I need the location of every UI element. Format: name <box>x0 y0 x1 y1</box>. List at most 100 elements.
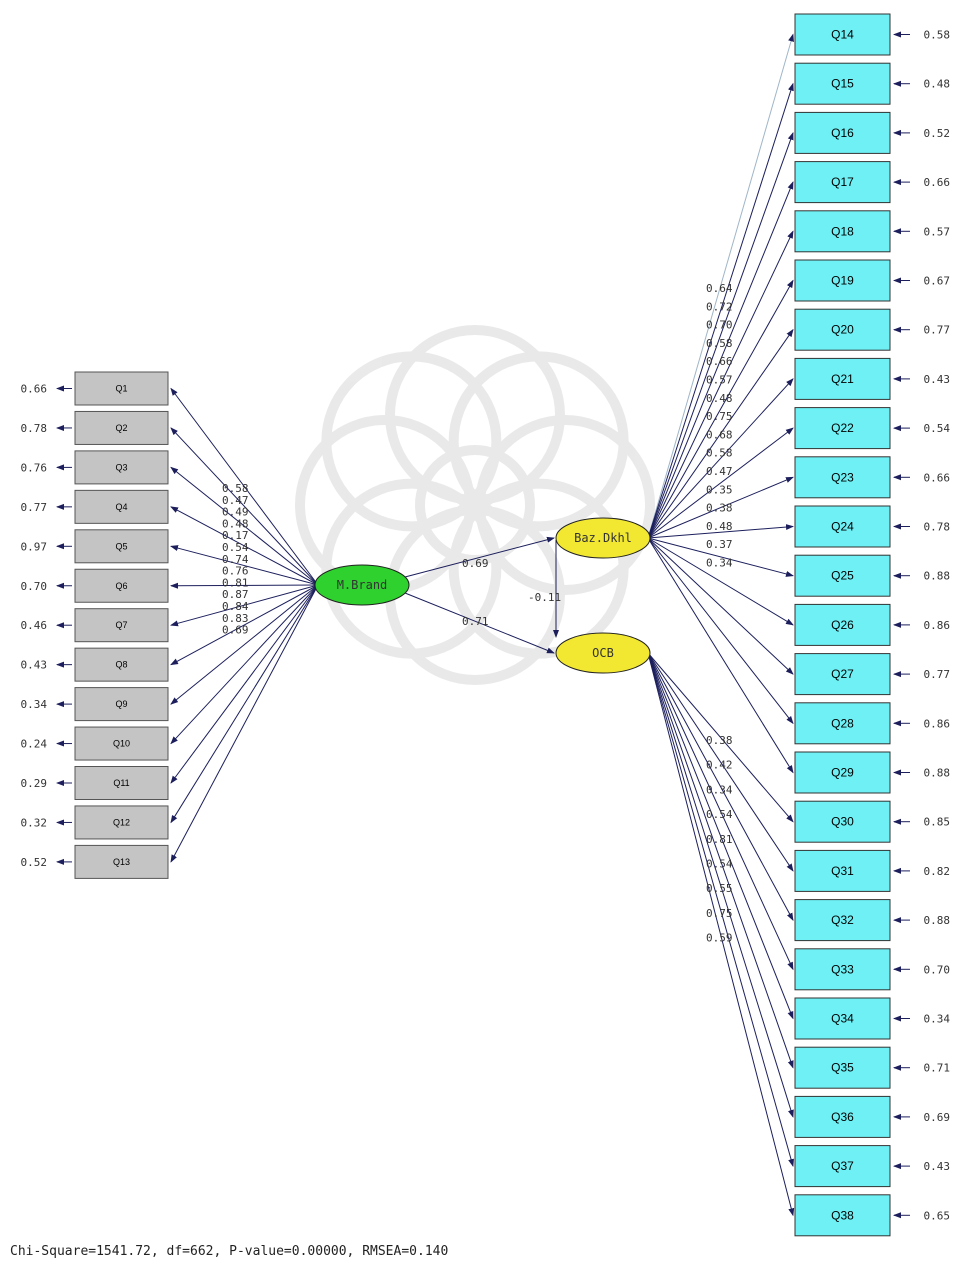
error-value-q33: 0.70 <box>924 963 951 976</box>
indicator-label-q15: Q15 <box>831 77 854 91</box>
loading-arrow-q12 <box>170 584 319 824</box>
error-value-q30: 0.85 <box>924 816 951 829</box>
loading-arrow-q10 <box>170 584 319 745</box>
indicator-box-q36 <box>794 1095 891 1138</box>
loading-value-q25: 0.35 <box>706 483 733 496</box>
loading-arrow-q33 <box>647 652 794 971</box>
error-value-q15: 0.48 <box>924 78 951 91</box>
loading-arrow-q5 <box>170 545 319 586</box>
path-value-baz-to-ocb: -0.11 <box>528 591 561 604</box>
loading-value-q7: 0.74 <box>222 553 249 566</box>
loading-arrow-q4 <box>170 506 319 586</box>
indicator-box-q33 <box>794 948 891 991</box>
indicator-box-q9 <box>74 687 169 722</box>
loading-value-q9: 0.81 <box>222 576 249 589</box>
indicator-label-q2: Q2 <box>115 423 127 433</box>
indicator-box-q34 <box>794 997 891 1040</box>
error-value-q28: 0.86 <box>924 717 951 730</box>
indicator-box-q2 <box>74 410 169 445</box>
loading-arrow-q37 <box>647 652 794 1168</box>
loading-arrow-q38 <box>647 652 795 1217</box>
error-value-q26: 0.86 <box>924 619 951 632</box>
loading-value-q18: 0.66 <box>706 355 733 368</box>
indicator-box-q28 <box>794 702 891 745</box>
fit-statistics: Chi-Square=1541.72, df=662, P-value=0.00… <box>10 1244 449 1259</box>
indicator-label-q29: Q29 <box>831 766 854 780</box>
loading-value-q33: 0.54 <box>706 808 733 821</box>
indicator-box-q29 <box>794 751 891 794</box>
loading-value-q35: 0.54 <box>706 858 733 871</box>
indicator-box-q16 <box>794 111 891 154</box>
indicator-label-q16: Q16 <box>831 126 854 140</box>
watermark-logo <box>295 325 655 685</box>
indicator-box-q17 <box>794 161 891 204</box>
error-value-q13: 0.52 <box>21 856 48 869</box>
indicator-box-q15 <box>794 62 891 105</box>
loading-arrow-q20 <box>647 328 794 539</box>
loading-arrow-q24 <box>647 524 794 539</box>
error-value-q12: 0.32 <box>21 816 48 829</box>
indicator-label-q22: Q22 <box>831 421 854 435</box>
indicator-box-q4 <box>74 489 169 524</box>
indicator-box-q11 <box>74 766 169 800</box>
indicator-label-q23: Q23 <box>831 470 854 484</box>
indicator-label-q5: Q5 <box>115 541 127 551</box>
loading-arrow-q28 <box>647 537 794 725</box>
indicator-box-q8 <box>74 647 169 682</box>
path-arrow-brand-to-baz <box>404 536 555 578</box>
error-value-q9: 0.34 <box>21 698 48 711</box>
indicator-label-q6: Q6 <box>115 581 127 591</box>
latent-label-m-brand: M.Brand <box>337 578 388 592</box>
indicator-label-q28: Q28 <box>831 716 854 730</box>
loading-arrow-q36 <box>647 652 794 1118</box>
loading-value-q12: 0.83 <box>222 612 249 625</box>
indicator-box-q14 <box>794 13 891 56</box>
loading-arrow-q6 <box>170 582 319 589</box>
latent-m-brand <box>314 564 410 606</box>
latent-ocb <box>555 632 651 674</box>
indicator-label-q21: Q21 <box>831 372 854 386</box>
loading-value-q8: 0.76 <box>222 565 249 578</box>
loading-value-q28: 0.37 <box>706 538 733 551</box>
loading-value-q36: 0.55 <box>706 882 733 895</box>
loading-value-q14: 0.64 <box>706 282 733 295</box>
loading-value-q5: 0.17 <box>222 529 249 542</box>
error-value-q2: 0.78 <box>21 422 48 435</box>
error-value-q5: 0.97 <box>21 540 48 553</box>
loading-arrow-q18 <box>647 230 794 539</box>
indicator-box-q20 <box>794 308 891 351</box>
indicator-label-q11: Q11 <box>113 778 129 788</box>
loading-arrow-q22 <box>647 427 794 539</box>
indicator-box-q32 <box>794 899 891 942</box>
error-value-q16: 0.52 <box>924 127 951 140</box>
path-arrow-brand-to-ocb <box>404 592 555 654</box>
loading-arrow-q8 <box>170 584 319 666</box>
indicator-label-q4: Q4 <box>115 502 127 512</box>
loading-value-q24: 0.47 <box>706 465 733 478</box>
indicator-box-q10 <box>74 726 169 761</box>
loading-arrow-q15 <box>647 82 794 539</box>
loading-value-q34: 0.81 <box>706 833 733 846</box>
error-value-q27: 0.77 <box>924 668 951 681</box>
loading-value-q4: 0.48 <box>222 517 249 530</box>
loading-arrow-q23 <box>647 476 794 539</box>
loading-value-q37: 0.75 <box>706 907 733 920</box>
error-value-q29: 0.88 <box>924 767 951 780</box>
error-value-q23: 0.66 <box>924 471 951 484</box>
loading-value-q26: 0.38 <box>706 502 733 515</box>
indicator-box-q3 <box>74 450 169 485</box>
error-value-q21: 0.43 <box>924 373 951 386</box>
indicator-label-q34: Q34 <box>831 1012 854 1026</box>
error-value-q31: 0.82 <box>924 865 951 878</box>
loading-value-q17: 0.58 <box>706 337 733 350</box>
error-value-q20: 0.77 <box>924 324 951 337</box>
loading-value-q38: 0.59 <box>706 932 733 945</box>
indicator-label-q36: Q36 <box>831 1110 854 1124</box>
loading-value-q15: 0.72 <box>706 300 733 313</box>
loading-value-q23: 0.58 <box>706 447 733 460</box>
error-value-q1: 0.66 <box>21 383 48 396</box>
loading-arrow-q25 <box>647 537 794 577</box>
loading-arrow-q29 <box>647 537 794 774</box>
loading-arrow-q7 <box>170 584 319 627</box>
